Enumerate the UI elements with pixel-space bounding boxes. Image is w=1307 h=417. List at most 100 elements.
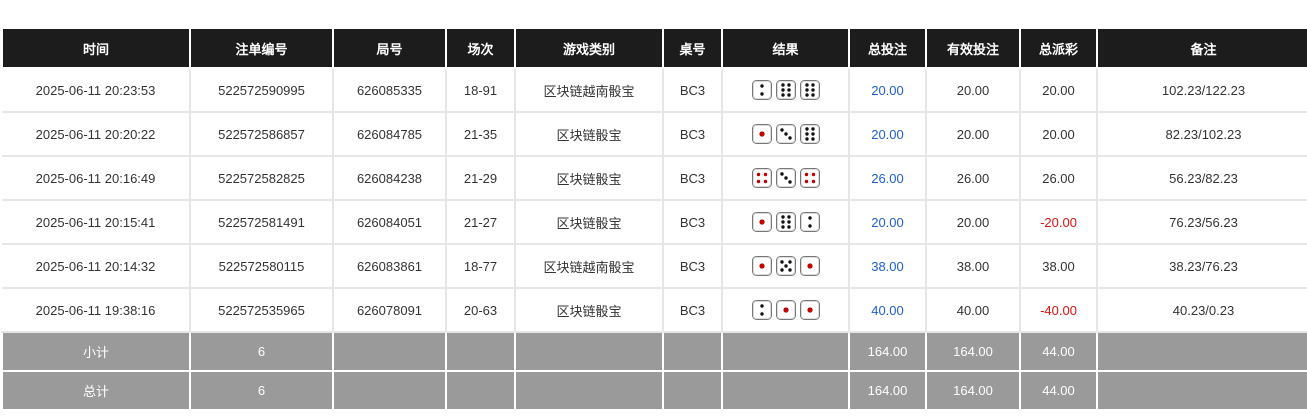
total-bet-link[interactable]: 38.00	[849, 243, 927, 289]
game-cell: 区块链越南骰宝	[515, 67, 664, 113]
payout-cell: -20.00	[1020, 199, 1098, 245]
note-cell: 102.23/122.23	[1097, 67, 1307, 113]
col-session: 场次	[445, 29, 516, 69]
dice-1-icon	[775, 300, 796, 320]
time-cell: 2025-06-11 20:15:41	[2, 199, 191, 245]
dice-2-icon	[751, 80, 772, 100]
dice-6-icon	[799, 124, 820, 144]
time-cell: 2025-06-11 20:14:32	[2, 243, 191, 289]
round-cell: 626085335	[333, 67, 447, 113]
result-cell	[722, 199, 850, 245]
note-cell: 76.23/56.23	[1097, 199, 1307, 245]
valid-bet-cell: 40.00	[926, 287, 1021, 333]
table-cell: BC3	[663, 243, 723, 289]
time-cell: 2025-06-11 20:20:22	[2, 111, 191, 157]
game-cell: 区块链骰宝	[515, 111, 664, 157]
valid-bet-cell: 20.00	[926, 199, 1021, 245]
payout-cell: 26.00	[1020, 155, 1098, 201]
col-round: 局号	[332, 29, 447, 69]
dice-5-icon	[775, 256, 796, 276]
col-game: 游戏类别	[514, 29, 664, 69]
bet-id-cell: 522572580115	[190, 243, 334, 289]
result-cell	[722, 111, 850, 157]
table-row: 2025-06-11 20:20:22 522572586857 626084785…	[2, 111, 1307, 157]
game-cell: 区块链越南骰宝	[515, 243, 664, 289]
bet-records-table: 时间 注单编号 局号 场次 游戏类别 桌号 结果 总投注 有效投注 总派彩 备注…	[1, 29, 1307, 411]
col-valid-bet: 有效投注	[925, 29, 1021, 69]
valid-bet-cell: 38.00	[926, 243, 1021, 289]
col-bet-id: 注单编号	[189, 29, 334, 69]
table-row: 2025-06-11 19:38:16 522572535965 626078091…	[2, 287, 1307, 333]
game-cell: 区块链骰宝	[515, 199, 664, 245]
col-total-bet: 总投注	[848, 29, 927, 69]
game-cell: 区块链骰宝	[515, 155, 664, 201]
table-row: 2025-06-11 20:14:32 522572580115 626083861…	[2, 243, 1307, 289]
col-result: 结果	[721, 29, 850, 69]
col-payout: 总派彩	[1019, 29, 1098, 69]
session-cell: 21-27	[446, 199, 516, 245]
note-cell: 56.23/82.23	[1097, 155, 1307, 201]
valid-bet-cell: 20.00	[926, 67, 1021, 113]
dice-6-icon	[799, 80, 820, 100]
total-bet-link[interactable]: 20.00	[849, 199, 927, 245]
total-bet-link[interactable]: 26.00	[849, 155, 927, 201]
dice-3-icon	[775, 168, 796, 188]
round-cell: 626083861	[333, 243, 447, 289]
subtotal-total-bet: 164.00	[848, 331, 927, 372]
bet-id-cell: 522572581491	[190, 199, 334, 245]
table-row: 2025-06-11 20:15:41 522572581491 626084051…	[2, 199, 1307, 245]
dice-1-icon	[751, 124, 772, 144]
session-cell: 20-63	[446, 287, 516, 333]
valid-bet-cell: 26.00	[926, 155, 1021, 201]
bet-id-cell: 522572582825	[190, 155, 334, 201]
subtotal-label: 小计	[1, 331, 191, 372]
table-cell: BC3	[663, 67, 723, 113]
total-payout: 44.00	[1019, 370, 1098, 411]
payout-cell: 20.00	[1020, 111, 1098, 157]
total-label: 总计	[1, 370, 191, 411]
total-total-bet: 164.00	[848, 370, 927, 411]
total-row: 总计 6 164.00 164.00 44.00	[1, 370, 1307, 411]
round-cell: 626078091	[333, 287, 447, 333]
dice-6-icon	[775, 212, 796, 232]
bet-id-cell: 522572586857	[190, 111, 334, 157]
total-valid-bet: 164.00	[925, 370, 1021, 411]
dice-1-icon	[799, 256, 820, 276]
dice-6-icon	[775, 80, 796, 100]
round-cell: 626084238	[333, 155, 447, 201]
table-cell: BC3	[663, 287, 723, 333]
col-table: 桌号	[662, 29, 723, 69]
note-cell: 40.23/0.23	[1097, 287, 1307, 333]
result-cell	[722, 243, 850, 289]
time-cell: 2025-06-11 20:16:49	[2, 155, 191, 201]
col-time: 时间	[1, 29, 191, 69]
total-bet-link[interactable]: 40.00	[849, 287, 927, 333]
result-cell	[722, 67, 850, 113]
dice-1-icon	[751, 256, 772, 276]
session-cell: 18-77	[446, 243, 516, 289]
note-cell: 82.23/102.23	[1097, 111, 1307, 157]
total-bet-link[interactable]: 20.00	[849, 67, 927, 113]
table-cell: BC3	[663, 155, 723, 201]
dice-2-icon	[751, 300, 772, 320]
payout-cell: -40.00	[1020, 287, 1098, 333]
total-bet-link[interactable]: 20.00	[849, 111, 927, 157]
table-cell: BC3	[663, 199, 723, 245]
note-cell: 38.23/76.23	[1097, 243, 1307, 289]
table-header: 时间 注单编号 局号 场次 游戏类别 桌号 结果 总投注 有效投注 总派彩 备注	[1, 29, 1307, 69]
round-cell: 626084051	[333, 199, 447, 245]
dice-1-icon	[799, 300, 820, 320]
subtotal-payout: 44.00	[1019, 331, 1098, 372]
payout-cell: 20.00	[1020, 67, 1098, 113]
session-cell: 18-91	[446, 67, 516, 113]
result-cell	[722, 155, 850, 201]
table-row: 2025-06-11 20:23:53 522572590995 626085335…	[2, 67, 1307, 113]
dice-2-icon	[799, 212, 820, 232]
session-cell: 21-35	[446, 111, 516, 157]
col-note: 备注	[1096, 29, 1307, 69]
result-cell	[722, 287, 850, 333]
time-cell: 2025-06-11 20:23:53	[2, 67, 191, 113]
game-cell: 区块链骰宝	[515, 287, 664, 333]
session-cell: 21-29	[446, 155, 516, 201]
dice-3-icon	[775, 124, 796, 144]
